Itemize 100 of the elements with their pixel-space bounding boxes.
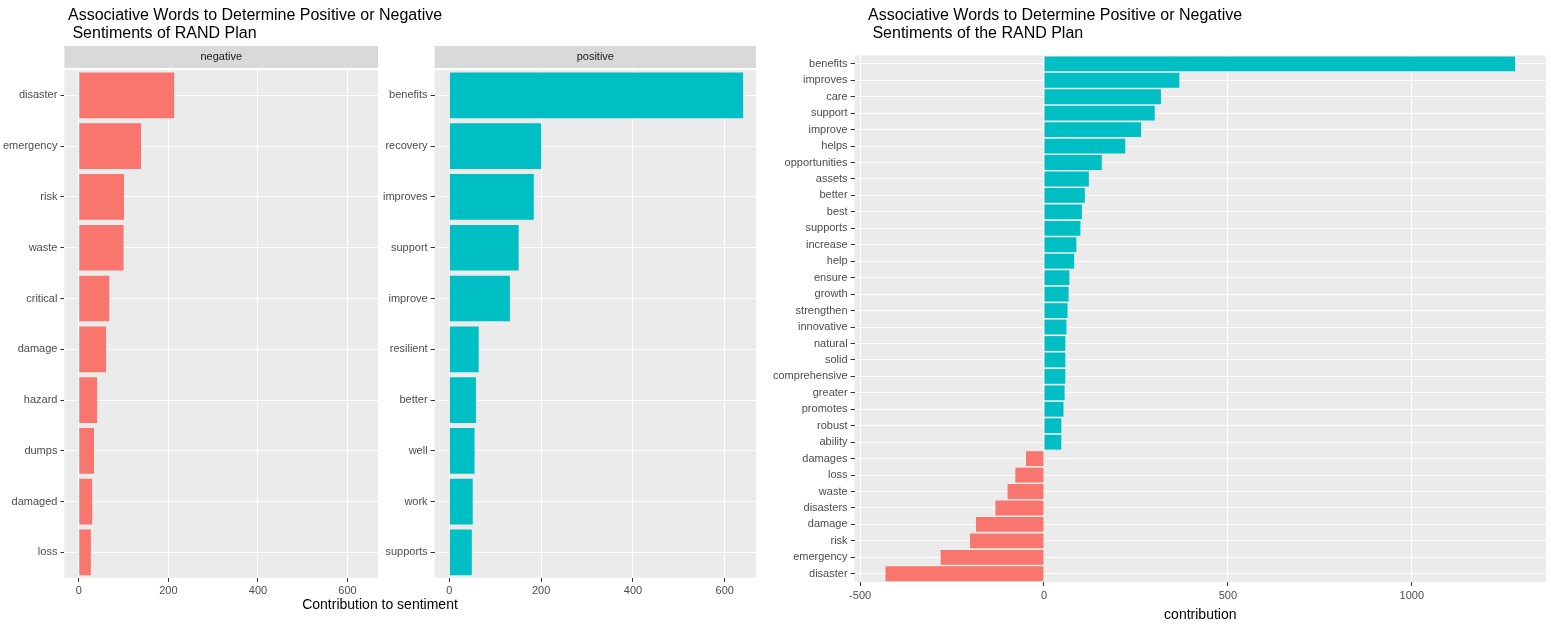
bar xyxy=(449,72,744,119)
y-tick-label: care xyxy=(826,89,848,102)
y-tick-label: benefits xyxy=(809,56,849,69)
bar xyxy=(449,377,476,423)
bar xyxy=(449,174,534,220)
bar xyxy=(449,529,472,576)
y-tick-label: increase xyxy=(806,237,848,250)
y-tick-label: loss xyxy=(37,545,58,558)
y-tick-label: natural xyxy=(813,336,848,349)
bar xyxy=(449,224,519,271)
bar xyxy=(1007,484,1044,499)
x-tick-label: 0 xyxy=(1040,588,1048,601)
y-tick-label: greater xyxy=(812,385,848,398)
bar xyxy=(79,224,124,271)
y-tick-label: ability xyxy=(819,435,849,448)
y-tick-label: disaster xyxy=(809,566,848,579)
chart-title: Associative Words to Determine Positive or Negative Sentiments of the RAND Plan xyxy=(868,6,1243,42)
bar xyxy=(79,123,142,170)
bar xyxy=(79,72,175,119)
bar xyxy=(449,275,510,322)
y-tick-label: help xyxy=(826,254,848,267)
y-tick-label: dumps xyxy=(24,443,58,456)
y-tick-label: innovative xyxy=(798,320,848,333)
y-tick-label: support xyxy=(810,106,848,119)
bar xyxy=(449,428,475,474)
y-tick-label: benefits xyxy=(389,88,429,101)
bar xyxy=(1044,56,1516,72)
chart-subtitle: positive xyxy=(576,50,614,63)
y-tick-label: disasters xyxy=(803,501,849,514)
y-tick-label: improves xyxy=(802,73,849,86)
x-axis-title: Contribution to sentiment xyxy=(301,596,459,612)
bar xyxy=(1044,434,1062,450)
y-tick-label: damage xyxy=(17,342,58,355)
y-tick-label: better xyxy=(819,188,848,201)
x-tick-label: 500 xyxy=(1218,588,1238,601)
y-tick-label: work xyxy=(403,494,429,507)
y-tick-label: waste xyxy=(817,484,848,497)
x-tick-label: 200 xyxy=(531,584,551,597)
bar xyxy=(1044,155,1102,170)
x-tick-label: 400 xyxy=(623,584,643,597)
x-tick-label: 1000 xyxy=(1399,588,1425,601)
y-tick-label: support xyxy=(390,240,428,253)
y-tick-label: hazard xyxy=(23,393,58,406)
y-tick-label: solid xyxy=(824,352,848,365)
x-axis-title: contribution xyxy=(1164,606,1237,623)
bar xyxy=(1025,451,1044,467)
bar xyxy=(1044,319,1067,335)
y-tick-label: damages xyxy=(802,451,849,464)
y-tick-label: best xyxy=(826,204,848,217)
bar xyxy=(449,326,479,373)
y-tick-label: growth xyxy=(814,287,848,300)
y-tick-label: well xyxy=(407,443,428,456)
x-tick-label: 0 xyxy=(446,584,453,597)
x-tick-label: 400 xyxy=(248,584,268,597)
bar xyxy=(1015,467,1044,483)
y-tick-label: strengthen xyxy=(795,303,848,316)
bar xyxy=(449,478,473,525)
bar xyxy=(79,275,110,322)
y-tick-label: waste xyxy=(27,240,58,253)
bar xyxy=(449,123,542,170)
y-tick-label: improve xyxy=(808,122,848,135)
y-tick-label: damaged xyxy=(11,494,58,507)
bar xyxy=(79,326,107,373)
y-tick-label: improve xyxy=(388,291,428,304)
y-tick-label: damage xyxy=(807,517,848,530)
y-tick-label: assets xyxy=(815,172,849,185)
x-tick-label: 600 xyxy=(715,584,734,597)
y-tick-label: critical xyxy=(26,291,58,304)
x-tick-label: 600 xyxy=(338,584,357,597)
y-tick-label: comprehensive xyxy=(773,369,848,382)
y-tick-label: emergency xyxy=(2,139,58,152)
bar xyxy=(79,478,93,525)
x-tick-label: 0 xyxy=(75,584,82,597)
bar xyxy=(1044,138,1126,154)
y-tick-label: supports xyxy=(385,545,429,558)
chart-title: Associative Words to Determine Positive or Negative Sentiments of RAND Plan xyxy=(68,6,443,42)
y-tick-label: recovery xyxy=(385,139,429,152)
bar xyxy=(995,500,1044,516)
bar xyxy=(1044,171,1089,187)
y-tick-label: risk xyxy=(40,189,58,202)
y-tick-label: resilient xyxy=(389,342,428,355)
y-tick-label: improves xyxy=(383,189,429,202)
bar xyxy=(79,428,94,474)
y-tick-label: loss xyxy=(828,468,849,481)
y-tick-label: promotes xyxy=(801,402,849,415)
bar xyxy=(79,174,124,220)
x-tick-label: 200 xyxy=(159,584,178,597)
x-tick-label: -500 xyxy=(849,588,872,601)
bar xyxy=(79,377,98,423)
chart-subtitle: negative xyxy=(200,50,242,63)
y-tick-label: emergency xyxy=(793,550,849,563)
bar xyxy=(1044,352,1066,368)
y-tick-label: supports xyxy=(805,221,849,234)
y-tick-label: opportunities xyxy=(784,155,849,168)
y-tick-label: helps xyxy=(821,139,849,152)
y-tick-label: disaster xyxy=(18,88,58,101)
y-tick-label: ensure xyxy=(813,270,848,283)
y-tick-label: risk xyxy=(830,533,849,546)
bar xyxy=(1044,336,1066,351)
bar xyxy=(79,529,91,576)
